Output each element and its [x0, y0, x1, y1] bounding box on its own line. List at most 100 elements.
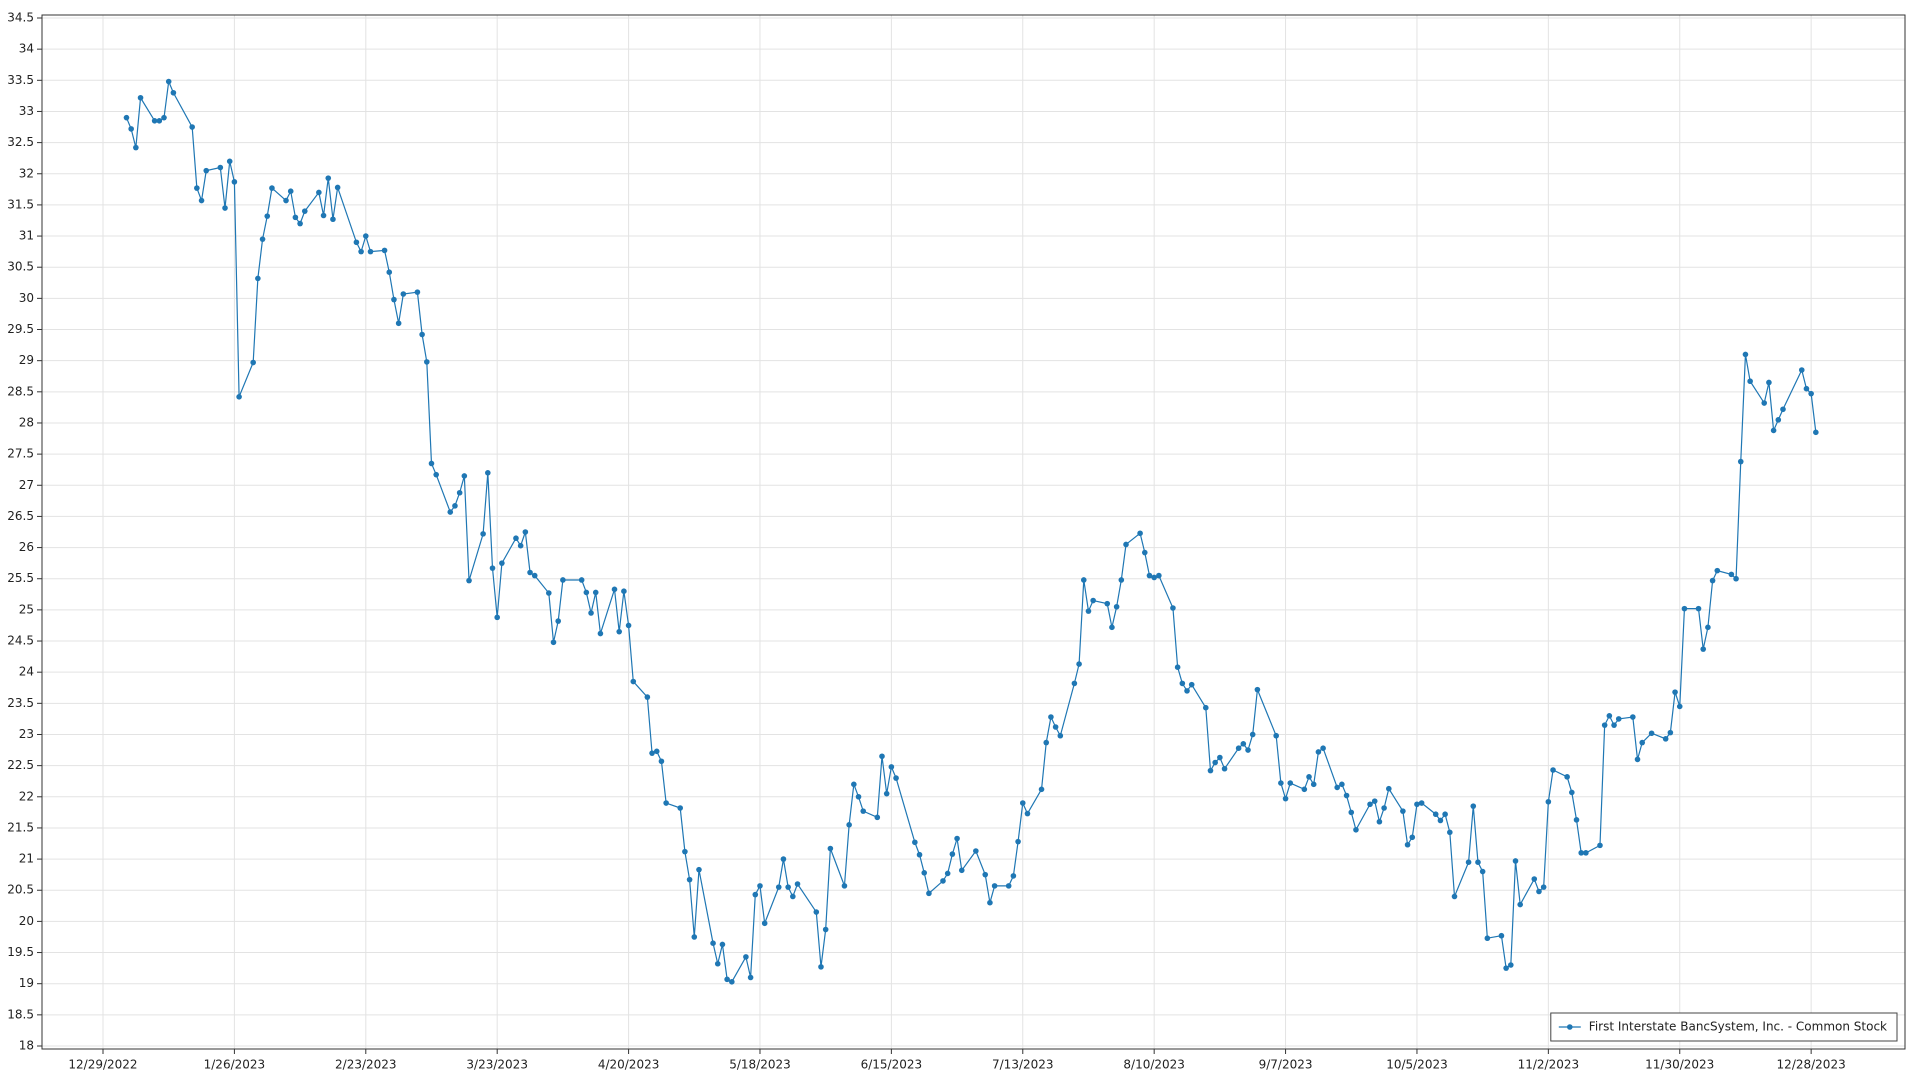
data-point — [973, 848, 979, 854]
data-point — [649, 750, 655, 756]
data-point — [316, 189, 322, 196]
data-point — [1564, 774, 1570, 780]
data-point — [1465, 859, 1472, 866]
x-tick-label: 12/28/2023 — [1777, 1058, 1846, 1072]
data-point — [1287, 780, 1294, 786]
data-point — [1109, 624, 1115, 631]
y-tick-label: 30 — [19, 291, 34, 305]
y-tick-label: 32 — [19, 166, 34, 180]
data-point — [1508, 962, 1514, 968]
y-tick-label: 22.5 — [7, 758, 34, 772]
data-point — [1249, 731, 1256, 738]
data-point — [851, 781, 857, 788]
data-point — [611, 586, 618, 593]
data-point — [292, 214, 299, 221]
data-point — [1188, 681, 1195, 688]
data-point — [926, 890, 932, 897]
data-point — [1080, 577, 1087, 583]
data-point — [499, 560, 505, 566]
y-tick-label: 18.5 — [7, 1007, 34, 1021]
data-point — [1667, 729, 1674, 736]
data-point — [485, 470, 491, 476]
data-point — [578, 577, 585, 583]
data-point — [1437, 817, 1444, 824]
data-point — [954, 835, 960, 842]
y-tick-label: 32.5 — [7, 135, 34, 149]
data-point — [165, 78, 172, 85]
data-point — [761, 920, 768, 927]
x-tick-label: 5/18/2023 — [729, 1058, 791, 1072]
y-tick-label: 27 — [19, 478, 34, 492]
y-tick-label: 26.5 — [7, 509, 34, 523]
data-point — [1353, 827, 1359, 833]
legend-label: First Interstate BancSystem, Inc. - Comm… — [1589, 1020, 1887, 1034]
data-point — [367, 248, 374, 255]
data-point — [1104, 600, 1111, 607]
data-point — [987, 899, 993, 906]
data-point — [1573, 817, 1580, 823]
data-point — [1348, 809, 1355, 816]
data-point — [879, 753, 885, 760]
data-point — [231, 179, 238, 185]
data-point — [189, 124, 195, 130]
data-point — [1174, 664, 1181, 670]
x-tick-label: 11/30/2023 — [1645, 1058, 1714, 1072]
data-point — [752, 891, 759, 898]
data-point — [1212, 759, 1218, 766]
data-point — [1146, 572, 1153, 579]
y-tick-label: 21.5 — [7, 820, 34, 834]
data-point — [1770, 427, 1777, 434]
data-point — [1512, 858, 1519, 864]
data-point — [1254, 686, 1261, 693]
y-tick-label: 34 — [19, 42, 34, 56]
data-point — [1306, 774, 1312, 780]
data-point — [1639, 739, 1646, 746]
data-point — [1400, 808, 1406, 814]
data-point — [381, 247, 388, 254]
data-point — [846, 822, 852, 828]
data-point — [1090, 597, 1096, 604]
data-point — [269, 185, 275, 191]
data-point — [400, 291, 407, 297]
data-point — [546, 590, 552, 596]
data-point — [203, 167, 210, 174]
x-tick-label: 3/23/2023 — [466, 1058, 528, 1072]
data-point — [1484, 935, 1491, 942]
data-point — [1404, 841, 1411, 848]
data-point — [958, 867, 965, 874]
data-point — [1766, 379, 1772, 386]
x-tick-label: 9/7/2023 — [1259, 1058, 1313, 1072]
x-tick-label: 12/29/2022 — [68, 1058, 137, 1072]
data-point — [1648, 730, 1655, 737]
data-point — [682, 848, 688, 855]
data-point — [1611, 722, 1617, 728]
data-point — [1010, 873, 1017, 879]
legend-marker — [1566, 1024, 1573, 1030]
data-point — [1803, 385, 1810, 392]
data-point — [818, 964, 824, 970]
data-point — [658, 758, 665, 765]
data-point — [855, 793, 862, 800]
y-tick-label: 28.5 — [7, 384, 34, 398]
data-point — [696, 866, 702, 873]
data-point — [724, 976, 730, 983]
data-point — [395, 320, 402, 327]
data-point — [1386, 785, 1392, 792]
x-tick-label: 4/20/2023 — [598, 1058, 660, 1072]
data-point — [1038, 786, 1045, 793]
data-point — [1339, 781, 1345, 788]
data-point — [1118, 577, 1125, 583]
data-point — [419, 331, 425, 338]
data-point — [1536, 888, 1542, 895]
data-point — [301, 208, 308, 214]
data-point — [597, 630, 604, 637]
data-point — [729, 979, 735, 985]
data-point — [297, 220, 303, 227]
data-point — [916, 851, 923, 858]
data-point — [433, 471, 439, 478]
data-point — [1601, 722, 1608, 728]
data-point — [1282, 795, 1289, 802]
data-point — [1714, 567, 1721, 574]
y-tick-label: 24 — [19, 665, 34, 679]
